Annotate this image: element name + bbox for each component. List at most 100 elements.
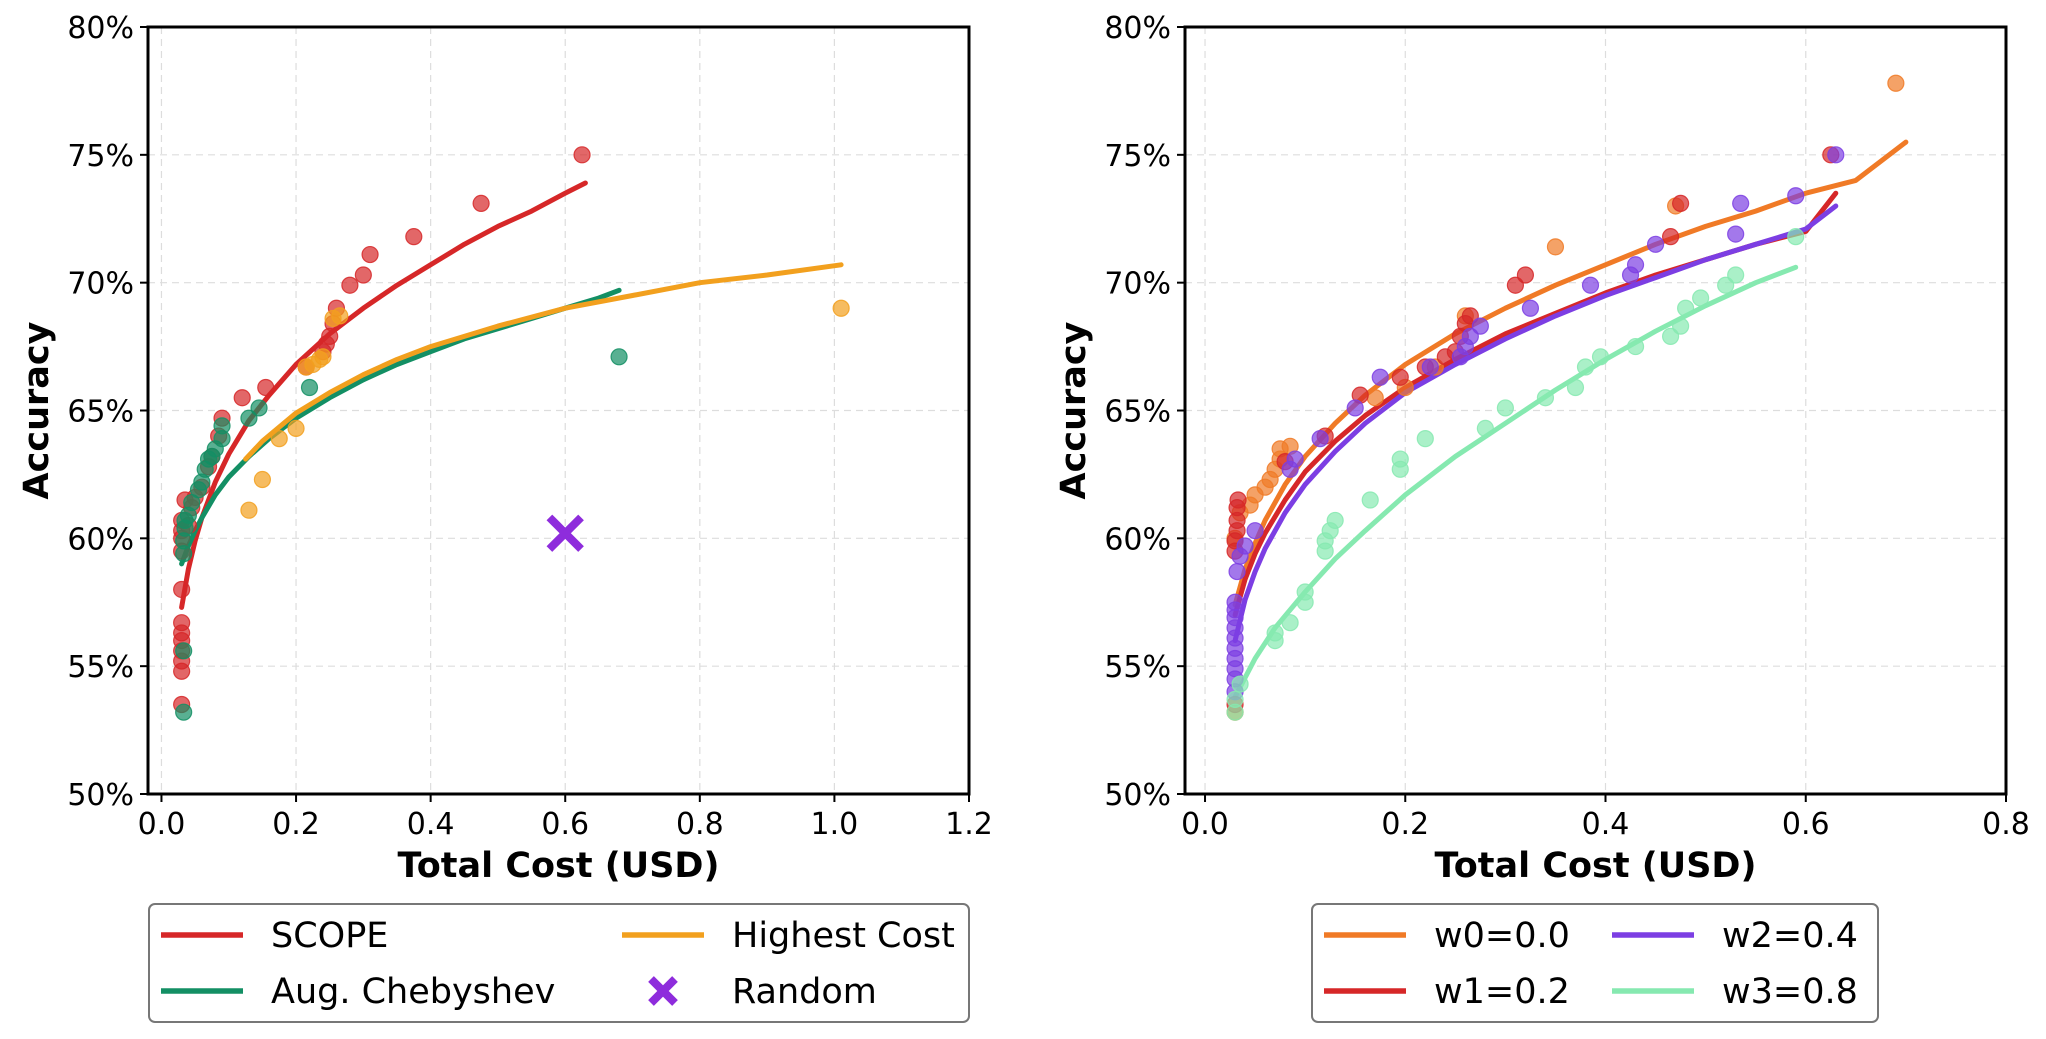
point-w2-0-4 [1421,358,1439,376]
point-w3-0-8 [1591,348,1610,366]
point-scope [472,194,490,213]
point-w2-0-4 [1471,317,1489,335]
point-w2-0-4 [1732,194,1750,213]
point-w1-0-2 [1461,307,1479,325]
y-tick-label: 65% [67,395,134,430]
legend-item-aug-chebyshev: Aug. Chebyshev [161,972,555,1012]
x-tick-label: 0.4 [407,807,455,842]
point-w3-0-8 [1361,491,1379,509]
x-tick-label: 1.2 [945,807,993,842]
legend-label: Highest Cost [732,916,955,956]
point-w3-0-8 [1566,378,1585,397]
point-w2-0-4 [1228,562,1246,581]
point-scope [341,276,359,294]
point-w2-0-4 [1371,368,1389,386]
legend-label: Aug. Chebyshev [271,972,555,1012]
point-w2-0-4 [1787,187,1805,205]
point-w1-0-2 [1661,228,1680,246]
legend-label: SCOPE [271,916,388,956]
legend-frame [1311,903,1879,1023]
point-w2-0-4 [1346,399,1364,417]
fit-line-highest-cost [243,262,844,462]
point-w3-0-8 [1727,266,1745,284]
legend-item-w3-0-8: w3=0.8 [1612,972,1858,1012]
x-tick-label: 0.0 [138,807,186,842]
point-w3-0-8 [1717,276,1735,294]
point-highest-cost [240,501,258,519]
point-scope [354,266,372,284]
x-tick-label: 0.2 [1381,807,1429,842]
point-x-stroke [546,514,584,552]
point-w1-0-2 [1516,266,1535,284]
point-w3-0-8 [1391,450,1409,468]
point-w0-0-0 [1546,238,1565,256]
point-scope [405,228,423,246]
y-tick-label: 60% [67,522,134,557]
point-w2-0-4 [1646,235,1665,253]
point-w3-0-8 [1476,419,1494,437]
y-tick-label: 80% [67,11,134,46]
point-scope [233,389,251,407]
point-scope [257,378,275,397]
point-aug-chebyshev [300,378,319,397]
point-w2-0-4 [1311,430,1329,448]
x-tick-label: 0.6 [1782,807,1830,842]
x-axis-title: Total Cost (USD) [1435,846,1757,886]
point-aug-chebyshev [250,399,268,417]
point-w2-0-4 [1246,522,1264,540]
point-scope [173,614,191,632]
point-w3-0-8 [1281,614,1299,632]
point-w3-0-8 [1416,430,1434,448]
y-tick-label: 60% [1104,522,1171,557]
x-tick-label: 0.4 [1582,807,1630,842]
x-tick-label: 0.2 [272,807,320,842]
point-aug-chebyshev [175,642,193,660]
y-tick-label: 75% [1104,139,1171,174]
point-w3-0-8 [1677,299,1695,317]
point-w3-0-8 [1231,675,1249,693]
point-w3-0-8 [1672,317,1690,335]
y-tick-label: 65% [1104,395,1171,430]
point-w2-0-4 [1727,225,1745,243]
point-w2-0-4 [1286,450,1304,468]
point-w2-0-4 [1226,593,1244,611]
legend-item-w1-0-2: w1=0.2 [1324,972,1570,1012]
y-tick-label: 55% [1104,650,1171,685]
point-highest-cost [287,419,305,437]
point-highest-cost [253,470,272,489]
point-w3-0-8 [1787,228,1805,246]
legend: w0=0.0 w1=0.2 w2=0.4 w3=0.8 [1311,903,1879,1023]
point-w0-0-0 [1366,389,1384,407]
point-w0-0-0 [1887,74,1905,92]
legend-label: w2=0.4 [1722,916,1858,956]
point-w3-0-8 [1266,624,1284,642]
point-aug-chebyshev [240,409,258,427]
x-tick-label: 1.0 [811,807,859,842]
point-w1-0-2 [1672,194,1690,213]
y-tick-label: 50% [67,778,134,813]
point-w2-0-4 [1461,327,1479,345]
y-axis-title: Accuracy [17,321,57,499]
point-aug-chebyshev [610,348,628,366]
legend-item-highest-cost: Highest Cost [622,916,955,956]
legend-item-w0-0-0: w0=0.0 [1324,916,1570,956]
y-tick-label: 50% [1104,778,1171,813]
point-highest-cost [832,299,850,317]
point-w2-0-4 [1581,276,1600,294]
y-axis-title: Accuracy [1054,321,1094,499]
point-w3-0-8 [1226,690,1244,709]
point-w1-0-2 [1506,276,1525,294]
point-highest-cost [270,430,288,448]
fit-line-w2-0-4 [1232,203,1839,644]
point-w3-0-8 [1692,289,1710,307]
legend: SCOPE Aug. Chebyshev Highest Cost Random [148,903,970,1023]
x-tick-label: 0.8 [1982,807,2030,842]
legend-label: w1=0.2 [1434,972,1570,1012]
point-aug-chebyshev [213,417,231,435]
point-scope [573,146,591,164]
point-w3-0-8 [1536,389,1555,407]
x-tick-label: 0.0 [1181,807,1229,842]
point-w3-0-8 [1326,511,1344,530]
y-tick-label: 70% [1104,267,1171,302]
point-w3-0-8 [1296,583,1314,601]
